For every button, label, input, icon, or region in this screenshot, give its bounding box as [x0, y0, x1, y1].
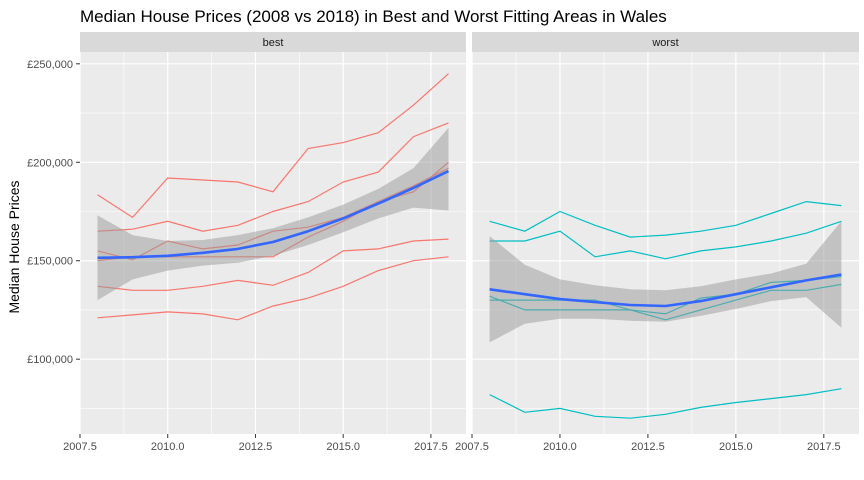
x-tick-label: 2007.5 [63, 441, 97, 453]
y-tick-label: £150,000 [27, 256, 73, 268]
smooth-fit-line [489, 273, 842, 308]
x-tick-label: 2010.0 [151, 441, 185, 453]
x-tick-label: 2015.0 [719, 441, 753, 453]
series-line-1 [97, 122, 449, 232]
confidence-ribbon [489, 221, 842, 343]
strip-background [472, 32, 859, 52]
panels-layer: best 2007.5 2010.0 2012.5 2015.0 2017.5 £100,0… [27, 32, 859, 453]
y-tick-label: £100,000 [27, 354, 73, 366]
series-line-1 [489, 220, 842, 260]
x-tick-label: 2017.5 [414, 441, 448, 453]
panel-1: worst 2007.5 2010.0 2012.5 2015.0 2017.5 [455, 32, 859, 453]
strip-label: worst [651, 37, 678, 49]
panel-background [472, 52, 859, 434]
x-tick-label: 2007.5 [455, 441, 489, 453]
x-tick-label: 2015.0 [326, 441, 360, 453]
series-line-4 [489, 388, 842, 419]
series-line-0 [97, 73, 449, 219]
panel-0: best 2007.5 2010.0 2012.5 2015.0 2017.5 £100,0… [27, 32, 466, 453]
chart-title: Median House Prices (2008 vs 2018) in Be… [80, 7, 667, 26]
confidence-ribbon [97, 127, 449, 301]
y-axis-title: Median House Prices [6, 180, 22, 313]
series-line-0 [489, 200, 842, 238]
series-line-5 [97, 256, 449, 321]
x-tick-label: 2017.5 [807, 441, 841, 453]
smooth-fit-line [97, 169, 450, 260]
y-tick-label: £200,000 [27, 157, 73, 169]
series-line-4 [97, 238, 449, 291]
x-tick-label: 2012.5 [239, 441, 273, 453]
strip-background [80, 32, 466, 52]
y-tick-label: £250,000 [27, 59, 73, 71]
x-tick-label: 2012.5 [631, 441, 665, 453]
x-tick-label: 2010.0 [543, 441, 577, 453]
strip-label: best [263, 37, 284, 49]
